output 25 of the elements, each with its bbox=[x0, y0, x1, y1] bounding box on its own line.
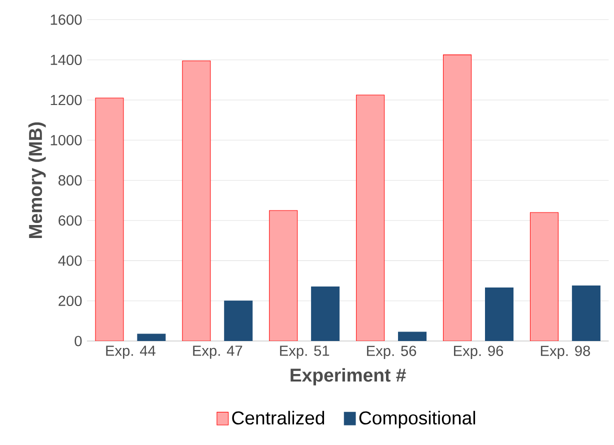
y-tick-label: 1600 bbox=[50, 14, 82, 25]
bar bbox=[269, 210, 298, 342]
y-tick-label: 1200 bbox=[50, 94, 82, 106]
bar bbox=[530, 212, 558, 342]
x-tick-label: Exp. 44 bbox=[106, 346, 156, 359]
x-tick-label: Exp. 96 bbox=[454, 346, 504, 359]
y-tick-label: 0 bbox=[74, 336, 82, 346]
legend-label: Centralized bbox=[232, 410, 324, 425]
x-tick-label: Exp. 47 bbox=[193, 346, 242, 359]
bar bbox=[443, 54, 472, 342]
x-tick-label: Exp. 98 bbox=[540, 346, 590, 359]
bar bbox=[182, 60, 211, 342]
y-tick-label: 1400 bbox=[50, 54, 82, 66]
y-axis-title: Memory (MB) bbox=[28, 122, 46, 238]
y-tick-label: 200 bbox=[58, 296, 82, 306]
y-tick-label: 400 bbox=[58, 256, 82, 266]
bar bbox=[95, 98, 124, 342]
x-axis-title: Experiment # bbox=[290, 368, 406, 386]
legend-label: Compositional bbox=[359, 410, 476, 428]
bar bbox=[356, 94, 385, 342]
y-tick-label: 600 bbox=[58, 215, 82, 226]
x-tick-label: Exp. 51 bbox=[280, 346, 330, 359]
y-tick-label: 800 bbox=[58, 175, 82, 186]
x-tick-label: Exp. 56 bbox=[367, 346, 416, 359]
y-tick-label: 1000 bbox=[50, 135, 82, 146]
